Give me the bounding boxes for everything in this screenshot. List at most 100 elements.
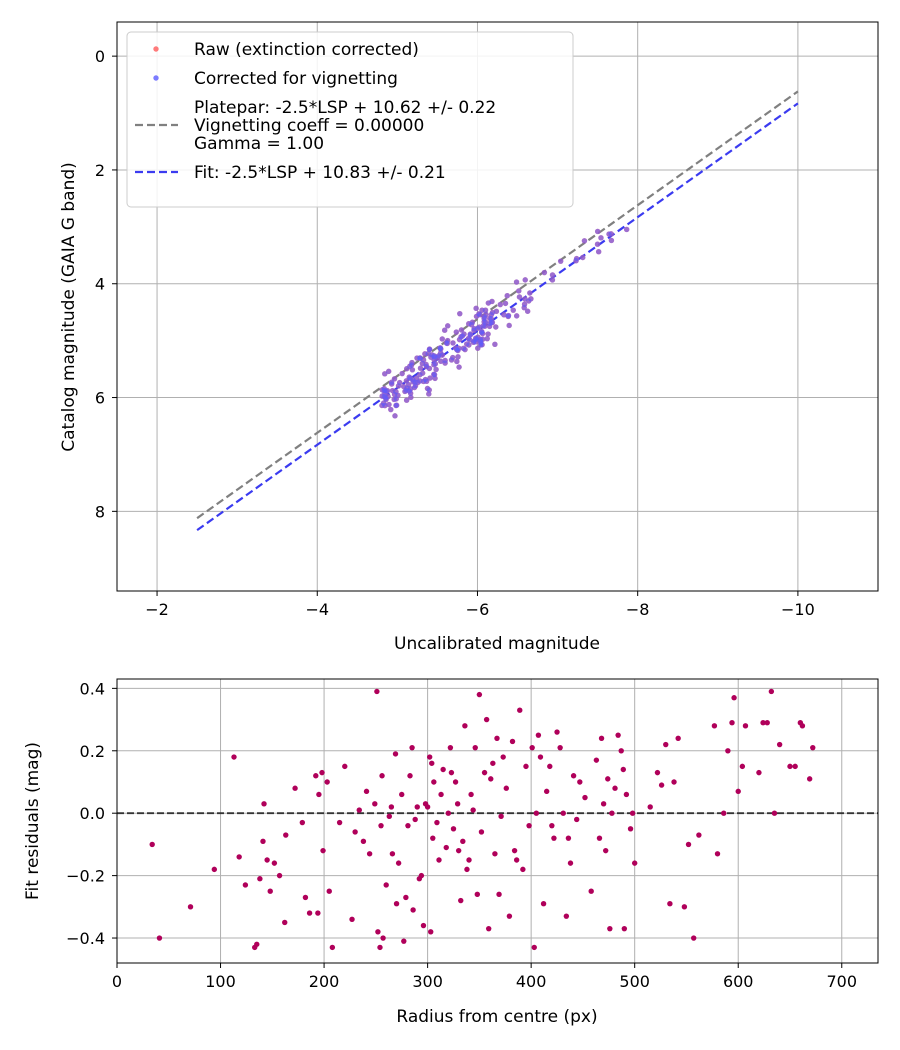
corrected-point [522,277,528,283]
corrected-point [489,298,495,305]
residual-point [768,688,775,695]
corrected-point [465,335,472,342]
legend-marker [153,75,159,81]
residual-point [799,723,806,729]
bottom-axes-frame [116,678,879,964]
corrected-point [594,241,601,247]
legend-label: Vignetting coeff = 0.00000 [194,116,424,136]
residual-point [260,838,266,844]
bottom-y-tick-label: −0.2 [66,867,105,886]
residual-point [547,763,553,770]
residual-point [460,838,466,844]
corrected-point [382,371,388,377]
corrected-point [516,294,523,300]
residual-point [667,901,673,907]
corrected-point [594,228,601,235]
bottom-x-ticks: 0 100 200 300 400 500 600 700 [112,963,857,991]
corrected-point [426,346,433,352]
residual-point [440,766,446,773]
corrected-point [433,366,439,373]
residual-point [377,944,383,951]
corrected-point [608,237,615,244]
residual-point [492,851,498,857]
residual-point [424,804,431,810]
residual-point [563,913,570,919]
residual-point [462,723,468,729]
residual-point [520,866,526,873]
residual-point [607,925,613,932]
corrected-point [461,331,467,337]
corrected-point [528,296,534,302]
residual-point [623,791,630,798]
residual-point [336,819,343,826]
corrected-point [385,368,392,375]
corrected-point [521,304,527,311]
corrected-point [501,312,507,318]
residual-point [418,872,425,879]
bottom-points [149,688,816,951]
residual-point [600,801,607,807]
corrected-point [450,354,456,361]
residual-point [618,748,624,754]
corrected-point [419,360,426,367]
corrected-point [468,321,475,328]
residual-point [494,735,500,741]
residual-point [551,835,557,841]
corrected-point [438,346,444,352]
platepar-fit-line [196,90,799,520]
corrected-point [487,315,493,322]
residual-point [316,791,322,798]
corrected-point [383,388,389,394]
residual-point [588,888,594,894]
residual-point [771,810,778,816]
residual-point [211,866,218,873]
legend-label: Corrected for vignetting [194,69,398,89]
corrected-point [388,406,394,413]
residual-point [476,691,483,698]
residual-point [374,688,380,695]
corrected-point [505,312,512,319]
residual-point [787,763,793,770]
residual-point [313,773,319,779]
bottom-y-tick-label: 0.0 [80,804,105,823]
corrected-point [456,364,462,370]
residual-point [629,810,636,816]
corrected-point [392,413,398,419]
residual-point [481,769,488,776]
residual-point [405,822,411,829]
corrected-point [456,336,463,343]
residual-point [403,894,409,901]
top-y-tick-label: 8 [95,502,105,521]
corrected-point [380,400,387,406]
corrected-point [467,331,474,337]
residual-point [615,732,621,738]
residual-point [500,754,506,760]
residual-point [187,904,194,910]
residual-point [517,707,523,713]
residual-point [533,810,540,816]
residual-point [543,788,550,795]
corrected-point [426,387,432,393]
top-x-axis-label: Uncalibrated magnitude [394,634,600,654]
bottom-x-tick-label: 300 [412,972,443,991]
corrected-point [393,402,400,408]
corrected-point [481,319,487,325]
corrected-point [411,384,418,391]
residual-point [557,744,563,751]
top-y-ticks: 0 2 4 6 8 [95,47,117,521]
corrected-point [427,375,433,381]
corrected-point [408,394,414,401]
corrected-point [409,359,415,366]
bottom-x-tick-label: 400 [516,972,547,991]
corrected-point [510,307,516,313]
residuals-chart: 0 100 200 300 400 500 600 700 −0.4 −0.2 0.0 0.2 0.4… [23,678,879,1027]
corrected-point [431,371,438,378]
residual-point [631,860,638,866]
residual-point [612,785,618,791]
residual-point [292,785,298,791]
residual-point [496,891,502,898]
corrected-point [441,327,448,333]
residual-point [242,882,249,888]
residual-point [485,925,492,932]
